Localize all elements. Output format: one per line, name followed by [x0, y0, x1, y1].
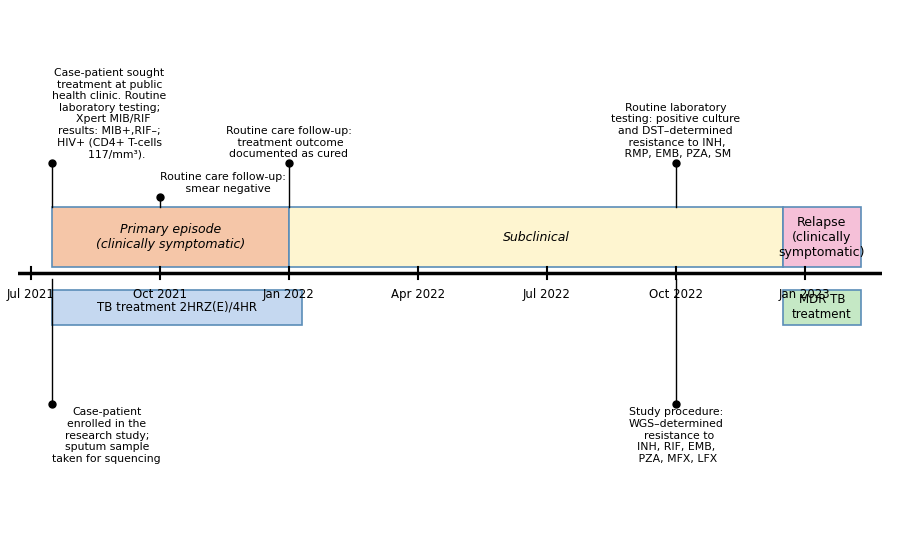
Text: Relapse
(clinically
symptomatic): Relapse (clinically symptomatic): [778, 216, 865, 259]
FancyBboxPatch shape: [52, 207, 289, 268]
Text: TB treatment 2HRZ(E)/4HR: TB treatment 2HRZ(E)/4HR: [97, 301, 257, 314]
Text: Jan 2023: Jan 2023: [778, 288, 831, 301]
Text: Case-patient sought
treatment at public
health clinic. Routine
laboratory testin: Case-patient sought treatment at public …: [52, 68, 166, 159]
FancyBboxPatch shape: [783, 290, 860, 325]
Text: Routine care follow-up:
   smear negative: Routine care follow-up: smear negative: [160, 172, 285, 194]
FancyBboxPatch shape: [289, 207, 783, 268]
Text: Routine care follow-up:
 treatment outcome
documented as cured: Routine care follow-up: treatment outcom…: [226, 126, 352, 159]
Text: Study procedure:
WGS–determined
  resistance to
INH, RIF, EMB,
 PZA, MFX, LFX: Study procedure: WGS–determined resistan…: [628, 407, 723, 464]
Text: Primary episode
(clinically symptomatic): Primary episode (clinically symptomatic): [96, 223, 245, 252]
FancyBboxPatch shape: [783, 207, 860, 268]
Text: Jul 2022: Jul 2022: [523, 288, 571, 301]
FancyBboxPatch shape: [52, 290, 302, 325]
Text: Oct 2021: Oct 2021: [133, 288, 187, 301]
Text: Jan 2022: Jan 2022: [263, 288, 315, 301]
Text: Routine laboratory
testing: positive culture
and DST–determined
 resistance to I: Routine laboratory testing: positive cul…: [611, 103, 740, 159]
Text: Oct 2022: Oct 2022: [649, 288, 703, 301]
Text: Apr 2022: Apr 2022: [391, 288, 445, 301]
Text: Jul 2021: Jul 2021: [7, 288, 55, 301]
Text: Subclinical: Subclinical: [502, 231, 570, 244]
Text: Case-patient
enrolled in the
research study;
sputum sample
taken for squencing: Case-patient enrolled in the research st…: [52, 407, 161, 464]
Text: MDR TB
treatment: MDR TB treatment: [792, 294, 851, 322]
